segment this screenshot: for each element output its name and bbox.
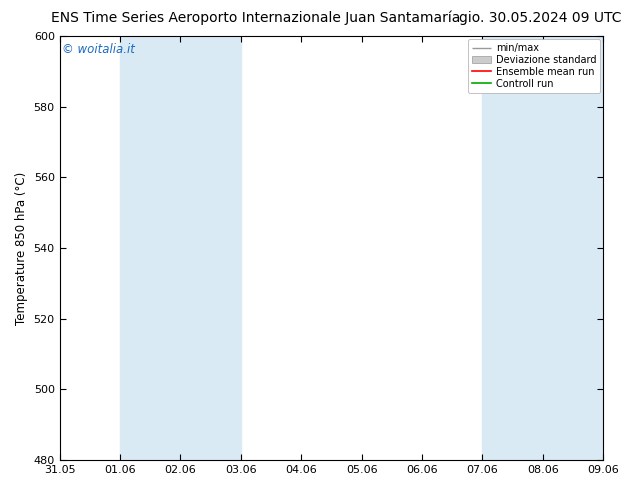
Text: gio. 30.05.2024 09 UTC: gio. 30.05.2024 09 UTC <box>459 11 621 25</box>
Legend: min/max, Deviazione standard, Ensemble mean run, Controll run: min/max, Deviazione standard, Ensemble m… <box>468 39 600 93</box>
Y-axis label: Temperature 850 hPa (°C): Temperature 850 hPa (°C) <box>15 172 28 325</box>
Text: © woitalia.it: © woitalia.it <box>62 43 135 55</box>
Bar <box>120 36 241 460</box>
Text: ENS Time Series Aeroporto Internazionale Juan Santamaría: ENS Time Series Aeroporto Internazionale… <box>51 11 460 25</box>
Bar <box>482 36 634 460</box>
